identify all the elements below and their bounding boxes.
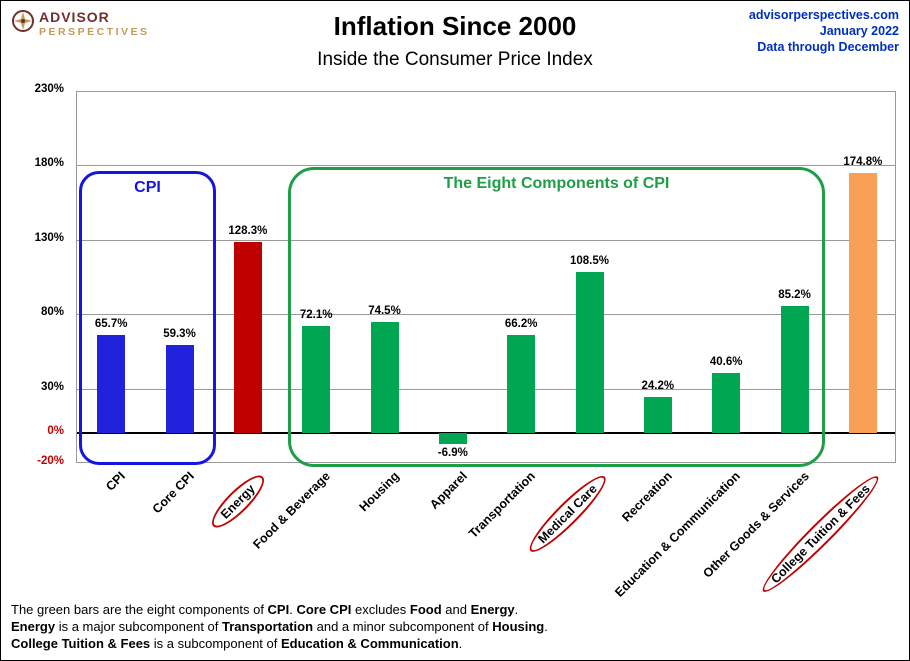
- x-label-text-circled: Energy: [205, 469, 271, 535]
- footnote-segment: .: [458, 636, 463, 651]
- bar-value-college-tuition-fees: 174.8%: [843, 156, 883, 169]
- bar-value-medical-care: 108.5%: [569, 254, 609, 267]
- advisor-perspectives-logo: ADVISOR PERSPECTIVES: [11, 9, 150, 38]
- bar-value-core-cpi: 59.3%: [163, 328, 196, 340]
- y-tick-label-80: 80%: [40, 306, 64, 319]
- y-axis-labels: 230% 180% 130% 80% 30% 0% -20%: [1, 83, 70, 467]
- source-date: January 2022: [819, 24, 899, 38]
- x-label-text: Transportation: [466, 469, 539, 541]
- bar-value-education-communication: 40.6%: [709, 355, 743, 368]
- plot-area: CPI The Eight Components of CPI 65.7% 59.…: [76, 91, 896, 467]
- chart-title: Inflation Since 2000: [333, 11, 577, 41]
- y-tick-label-180: 180%: [34, 157, 64, 170]
- footnote-segment: and a minor subcomponent of: [313, 619, 493, 634]
- bar-transportation: [507, 334, 536, 434]
- cpi-annotation-label: CPI: [134, 179, 161, 196]
- bar-value-housing: 74.5%: [368, 305, 401, 318]
- bar-food-beverage: [302, 325, 331, 434]
- footnote-segment: Energy: [470, 602, 515, 617]
- bar-value-cpi: 65.7%: [94, 318, 128, 331]
- cpi-annotation-box: CPI: [79, 171, 216, 465]
- footnote-line: The green bars are the eight components …: [11, 601, 548, 618]
- footnote-segment: excludes: [351, 602, 410, 617]
- x-label-text: CPI: [103, 469, 129, 494]
- gridline-130: [77, 239, 895, 241]
- y-tick-label-130: 130%: [34, 231, 64, 244]
- y-tick-label--20: -20%: [37, 455, 64, 467]
- bar-cpi: [97, 335, 126, 434]
- logo-text: ADVISOR PERSPECTIVES: [39, 9, 150, 38]
- x-label-text: Recreation: [619, 469, 675, 525]
- footnote-segment: The green bars are the eight components …: [11, 602, 268, 617]
- y-tick-label-30: 30%: [40, 380, 64, 393]
- gridline-80: [77, 314, 895, 316]
- source-note: Data through December: [757, 40, 899, 54]
- x-label-text-circled: College Tuition & Fees: [755, 469, 886, 599]
- bar-value-food-beverage: 72.1%: [299, 308, 333, 321]
- footnote-segment: .: [289, 602, 297, 617]
- bar-value-transportation: 66.2%: [504, 317, 538, 330]
- x-label-text: Core CPI: [149, 469, 197, 517]
- x-label-text: Housing: [356, 469, 402, 515]
- bar-value-energy: 128.3%: [228, 225, 268, 238]
- gridline-230: [77, 91, 895, 92]
- footnote-line: College Tuition & Fees is a subcomponent…: [11, 635, 548, 652]
- bar-value-other-goods-services: 85.2%: [778, 289, 811, 302]
- bar-education-communication: [712, 372, 741, 434]
- footnote-segment: Education & Communication: [280, 636, 459, 651]
- footnote-segment: College Tuition & Fees: [11, 636, 151, 651]
- chart-subtitle: Inside the Consumer Price Index: [317, 49, 593, 70]
- bar-value-apparel: -6.9%: [437, 446, 468, 459]
- bar-housing: [370, 322, 399, 434]
- compass-logo-icon: [11, 9, 35, 38]
- y-tick-label-0: 0%: [47, 425, 64, 438]
- footnote-segment: and: [441, 602, 471, 617]
- gridline-180: [77, 165, 895, 167]
- footnote-segment: is a subcomponent of: [150, 636, 281, 651]
- footnote-segment: Energy: [11, 619, 56, 634]
- source-website: advisorperspectives.com: [748, 8, 899, 22]
- logo-perspectives-text: PERSPECTIVES: [39, 26, 150, 38]
- bar-energy: [233, 242, 262, 434]
- footnote: The green bars are the eight components …: [11, 601, 548, 652]
- footnote-line: Energy is a major subcomponent of Transp…: [11, 618, 548, 635]
- y-tick-label-230: 230%: [34, 83, 64, 95]
- footnote-segment: is a major subcomponent of: [55, 619, 222, 634]
- x-label-text: Apparel: [426, 469, 470, 512]
- gridline-30: [77, 388, 895, 390]
- bar-college-tuition-fees: [848, 173, 877, 434]
- bar-core-cpi: [165, 345, 194, 434]
- x-label-text: Education & Communication: [612, 469, 744, 600]
- footnote-segment: Food: [409, 602, 442, 617]
- bar-other-goods-services: [780, 306, 809, 434]
- logo-advisor-text: ADVISOR: [39, 9, 110, 25]
- footnote-segment: .: [514, 602, 519, 617]
- bar-medical-care: [575, 271, 604, 434]
- components-annotation-label: The Eight Components of CPI: [443, 175, 670, 192]
- components-annotation-box: The Eight Components of CPI: [288, 167, 825, 467]
- footnote-segment: .: [544, 619, 548, 634]
- gridline--20: [77, 462, 895, 463]
- zero-axis-line: [77, 432, 895, 435]
- bar-value-recreation: 24.2%: [641, 380, 675, 393]
- bar-recreation: [643, 397, 672, 434]
- footnote-segment: Housing: [492, 619, 545, 634]
- footnote-segment: CPI: [267, 602, 290, 617]
- footnote-segment: Transportation: [222, 619, 314, 634]
- x-label-college-tuition-fees: College Tuition & Fees: [714, 469, 886, 640]
- bar-apparel: [438, 433, 467, 444]
- source-info: advisorperspectives.com January 2022 Dat…: [749, 7, 899, 55]
- footnote-segment: Core CPI: [296, 602, 352, 617]
